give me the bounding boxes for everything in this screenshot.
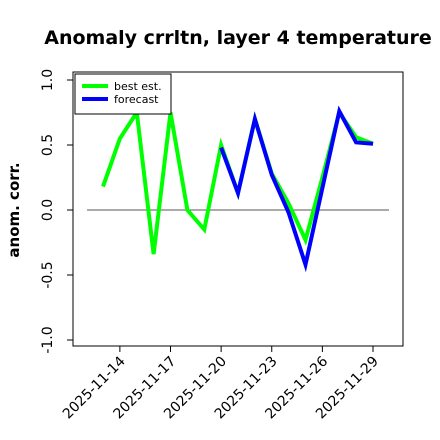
y-tick-label: -0.5 (40, 261, 56, 288)
y-tick-label: 0.5 (40, 134, 56, 156)
legend-box (74, 73, 172, 115)
chart-title: Anomaly crrltn, layer 4 temperature (44, 27, 432, 49)
legend-label: forecast (114, 93, 159, 106)
legend-label: best est. (114, 80, 162, 93)
legend: best est.forecast (74, 73, 172, 115)
plot-frame (72, 71, 404, 347)
series-line-forecast (219, 105, 374, 273)
x-axis: 2025-11-142025-11-172025-11-202025-11-23… (60, 346, 382, 422)
y-tick-label: 0.0 (40, 199, 56, 221)
y-tick-label: -1.0 (40, 326, 56, 353)
y-axis-label: anom. corr. (5, 162, 23, 257)
y-tick-label: 1.0 (40, 69, 56, 91)
y-axis: -1.0 -0.5 0.0 0.5 1.0 (40, 69, 73, 354)
series-lines (101, 105, 374, 273)
